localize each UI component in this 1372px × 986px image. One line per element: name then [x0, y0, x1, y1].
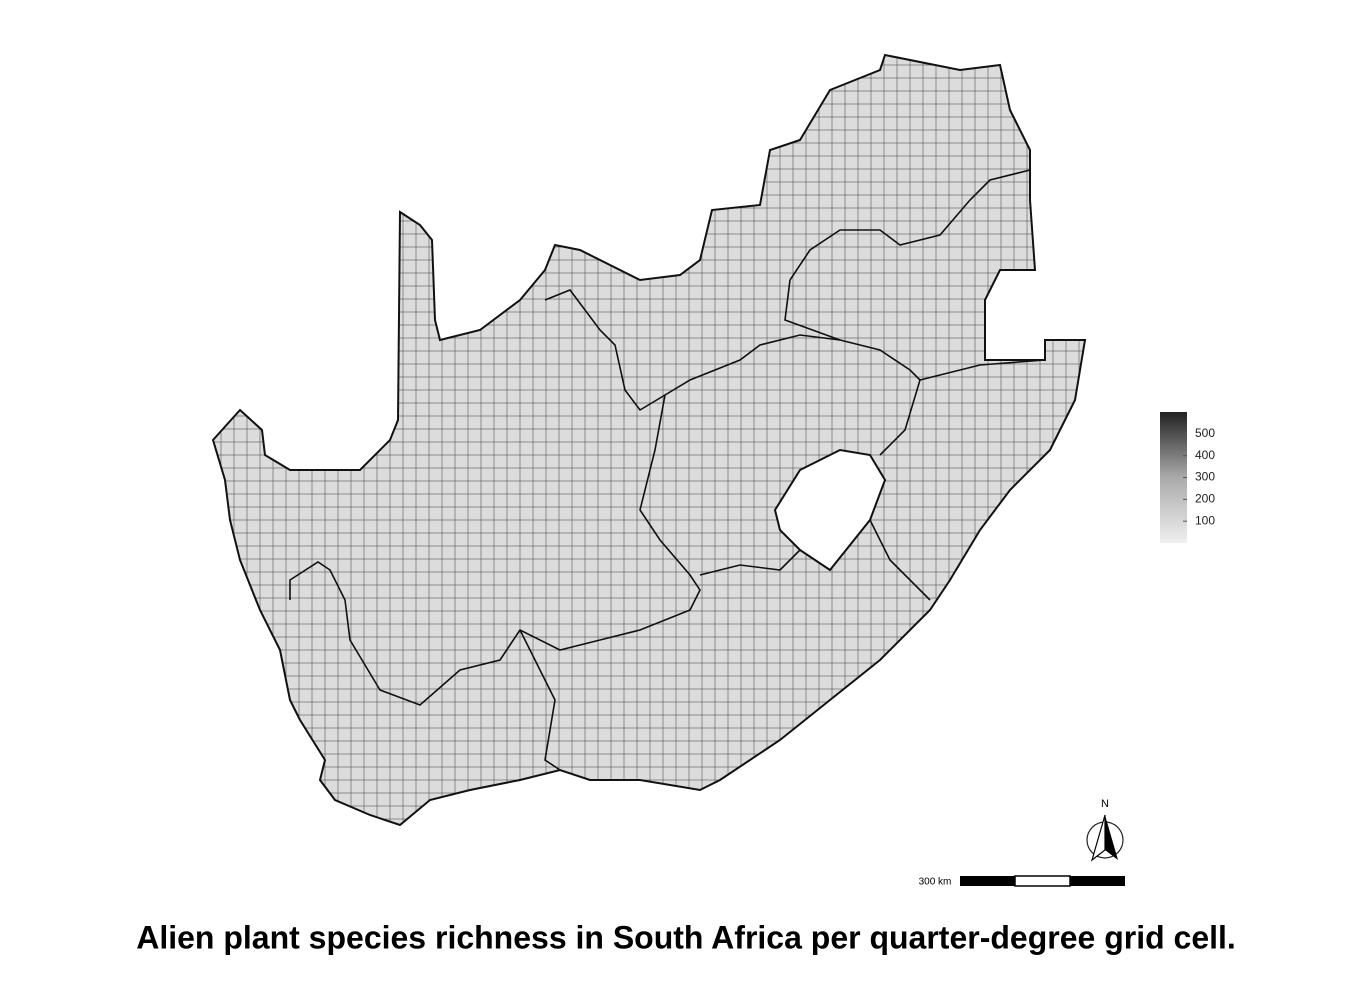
province-borders [289, 169, 1046, 771]
country-outline [211, 53, 1087, 827]
legend: 100 200 300 400 500 [1160, 412, 1215, 543]
border [544, 289, 921, 412]
legend-tick-label: 300 [1195, 470, 1215, 484]
legend-tick-label: 200 [1195, 492, 1215, 506]
scale-segment [1070, 876, 1125, 886]
north-arrow-left [1090, 814, 1106, 862]
scale-bar: 300 km [919, 875, 1125, 888]
scale-label: 300 km [919, 877, 952, 888]
caption: Alien plant species richness in South Af… [136, 919, 1236, 955]
border [784, 279, 841, 341]
border [879, 379, 921, 456]
country [211, 53, 1087, 827]
north-arrow-right [1105, 815, 1118, 860]
scale-segment [960, 876, 1015, 886]
border [699, 549, 801, 576]
scale-segment [1014, 875, 1071, 887]
legend-tick-label: 100 [1195, 513, 1215, 527]
color-ramp [1160, 412, 1187, 543]
north-label: N [1101, 798, 1109, 810]
north-arrow: N [1086, 798, 1124, 862]
border [919, 359, 1046, 381]
border [869, 519, 931, 601]
legend-tick-label: 500 [1195, 426, 1215, 440]
legend-tick-label: 400 [1195, 448, 1215, 462]
border [519, 629, 561, 771]
border [789, 169, 1031, 281]
